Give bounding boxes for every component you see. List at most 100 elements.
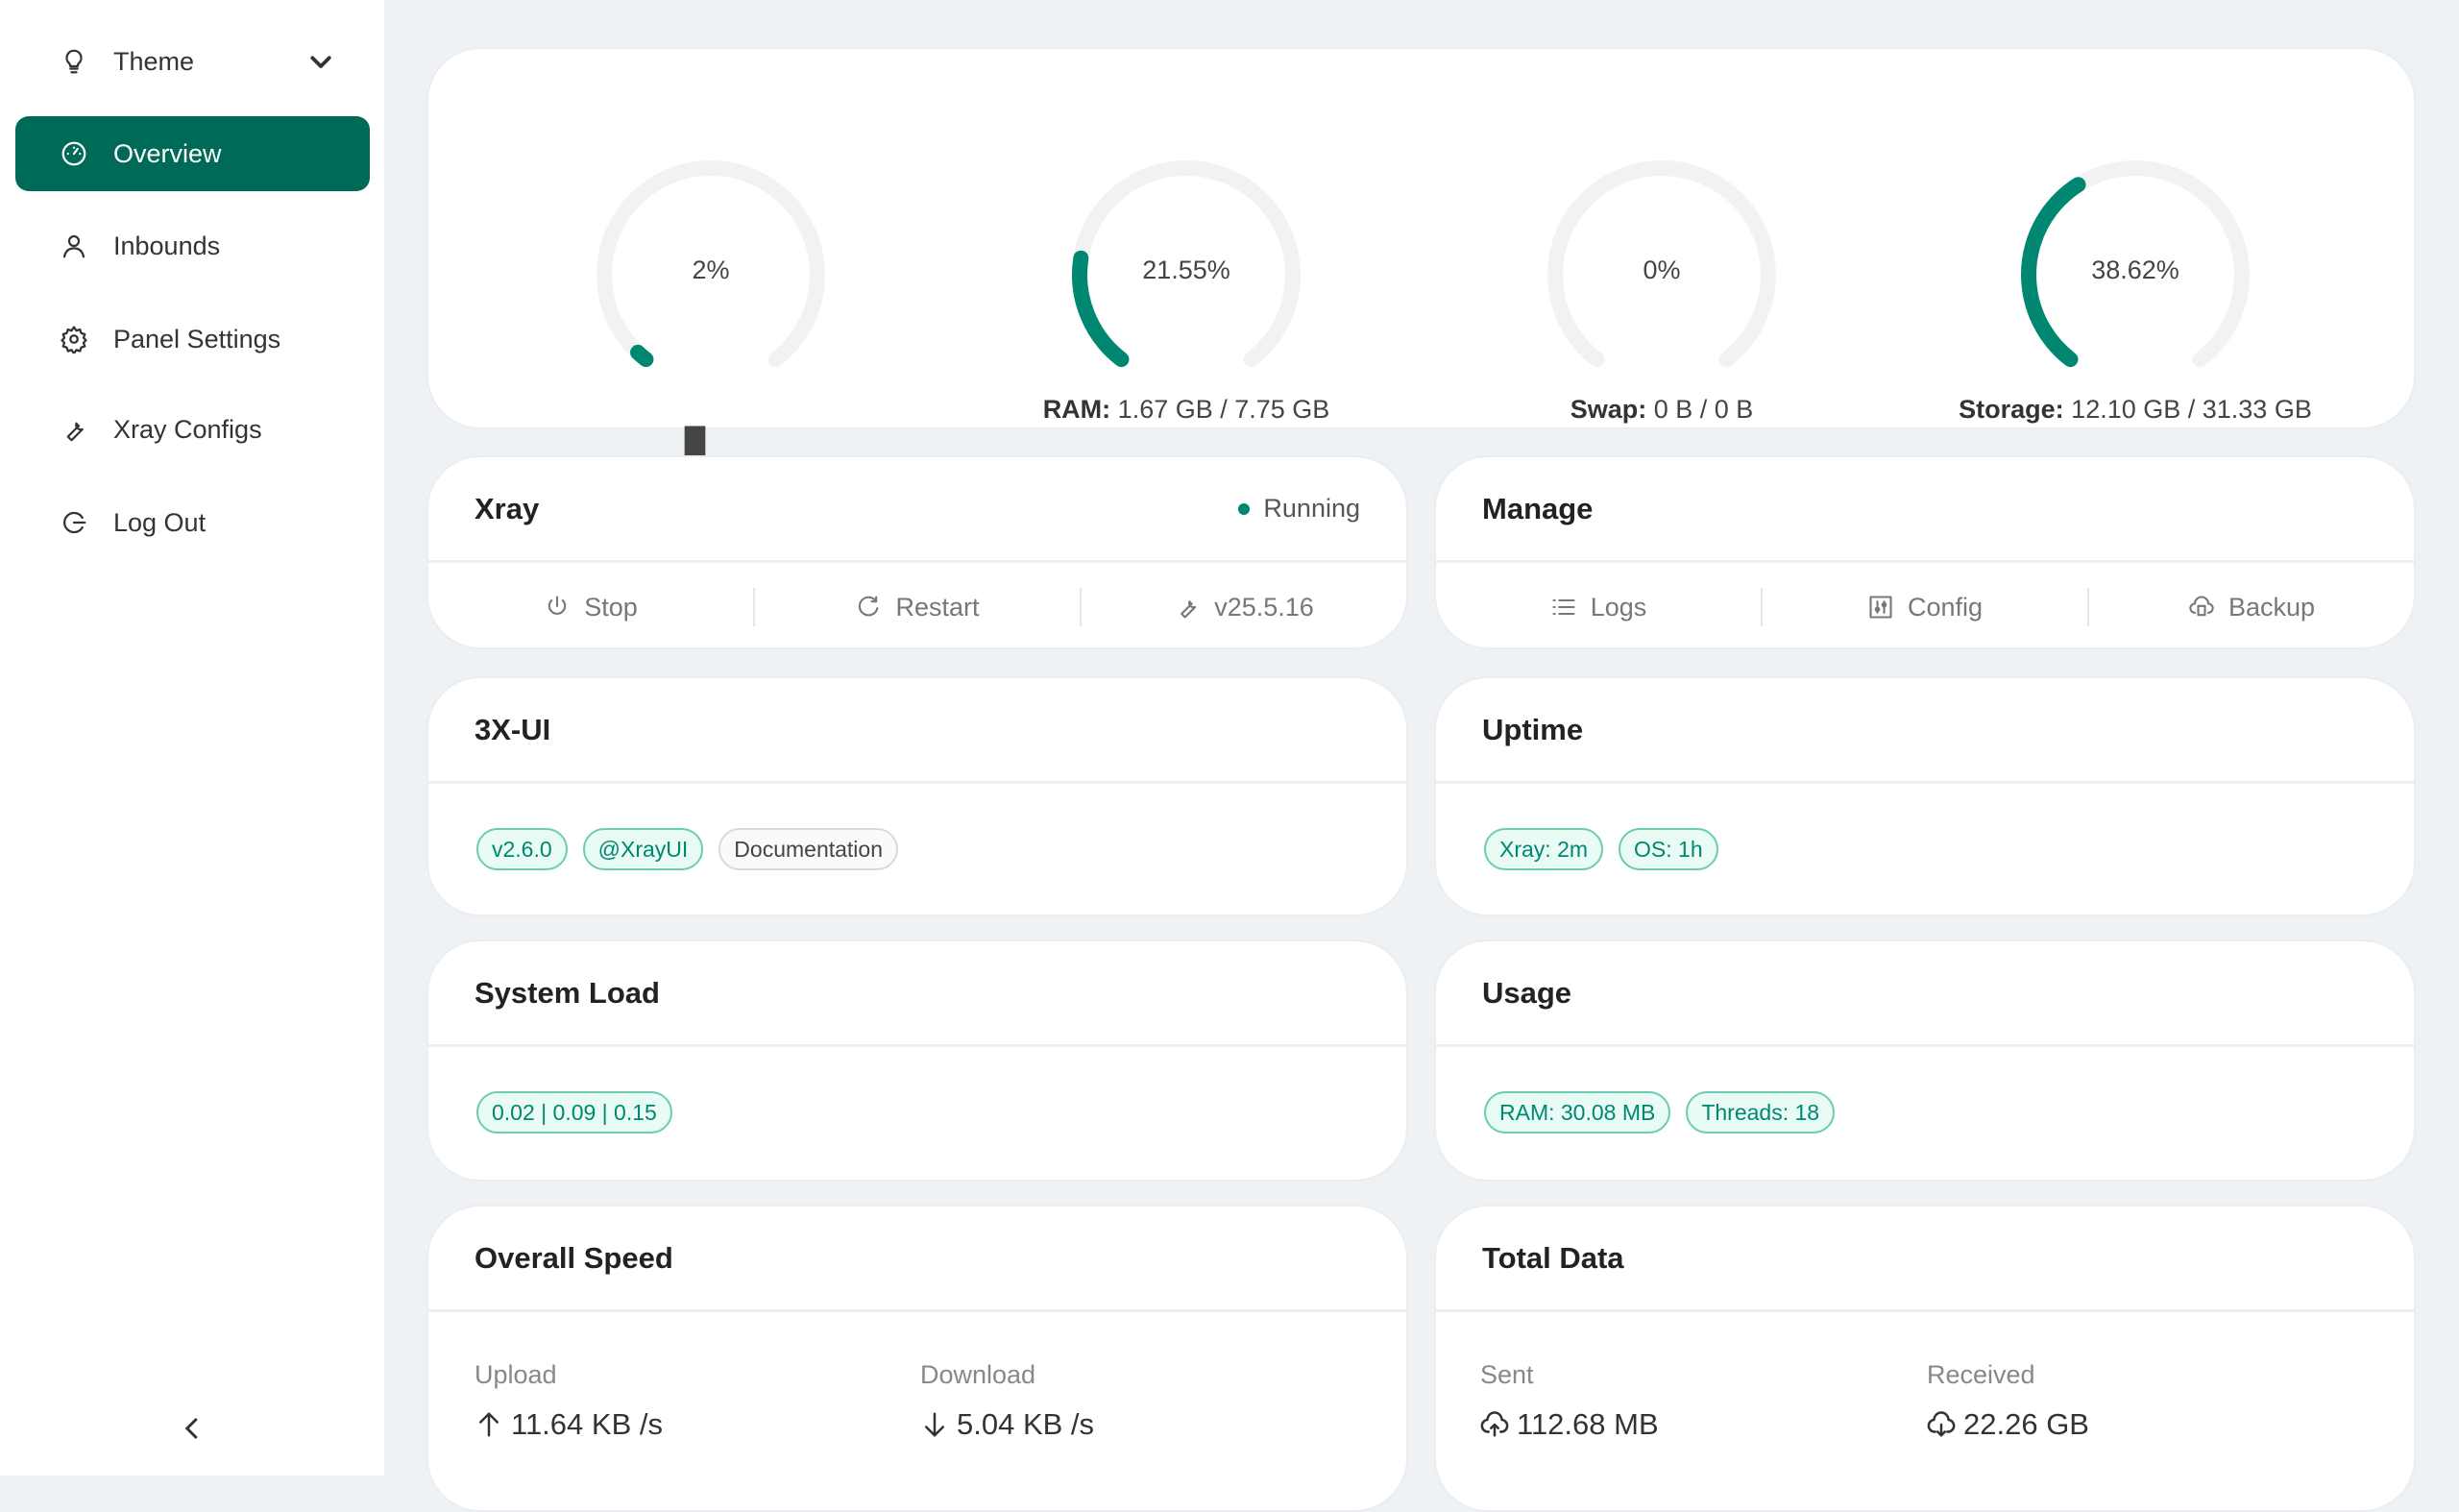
status-dot (1238, 502, 1251, 515)
backup-button[interactable]: Backup (2087, 588, 2414, 626)
logs-button[interactable]: Logs (1436, 588, 1761, 626)
sent-stat: Sent 112.68 MB (1480, 1360, 1659, 1442)
logout-icon (62, 511, 86, 534)
bulb-icon (65, 49, 83, 74)
list-icon (1552, 598, 1575, 616)
config-button[interactable]: Config (1761, 588, 2087, 626)
sent-value: 112.68 MB (1517, 1407, 1659, 1441)
os-uptime-tag: OS: 1h (1619, 828, 1718, 870)
config-label: Config (1907, 592, 1984, 622)
backup-label: Backup (2228, 592, 2316, 622)
sent-label: Sent (1480, 1360, 1534, 1389)
upload-value: 11.64 KB /s (511, 1407, 663, 1441)
gauge-progress (596, 160, 825, 389)
upload-label: Upload (475, 1360, 557, 1389)
manage-card: Manage Logs Config Backup (1434, 455, 2416, 649)
status-text: Running (1263, 494, 1360, 523)
cpu-gauge-ring (596, 160, 825, 389)
gauge-label-key: RAM: (1042, 395, 1111, 424)
sidebar-item-log-out[interactable]: Log Out (15, 485, 370, 560)
xray-card: Xray Running Stop Restart v25.5.16 (426, 455, 1408, 649)
gauge-label: Storage: 12.10 GB / 31.33 GB (1876, 395, 2395, 425)
collapse-sidebar-icon[interactable] (179, 1414, 207, 1443)
sidebar-item-label: Panel Settings (113, 324, 281, 354)
total-data-card: Total Data Sent 112.68 MB Received 22.26 G… (1434, 1205, 2416, 1512)
sidebar-item-xray-configs[interactable]: Xray Configs (15, 392, 370, 467)
theme-menu[interactable]: Theme (15, 24, 370, 99)
gauge-label-value: 12.10 GB / 31.33 GB (2063, 395, 2312, 424)
card-title: Xray (475, 491, 540, 525)
card-title: Total Data (1482, 1240, 1624, 1275)
cloud-upload-icon (1480, 1411, 1509, 1437)
threads-tag: Threads: 18 (1686, 1091, 1836, 1134)
sidebar-item-overview[interactable]: Overview (15, 116, 370, 191)
gauge-label: Swap: 0 B / 0 B (1402, 395, 1921, 425)
download-stat: Download 5.04 KB /s (920, 1360, 1094, 1442)
gauge-progress (1072, 160, 1301, 389)
swap-gauge: 0% Swap: 0 B / 0 B (1537, 150, 1787, 424)
tool-icon (66, 422, 84, 442)
storage-gauge-ring (2021, 160, 2250, 389)
received-stat: Received 22.26 GB (1927, 1360, 2089, 1442)
gauge-percent: 38.62% (2091, 256, 2179, 284)
storage-gauge: 38.62% Storage: 12.10 GB / 31.33 GB (1959, 150, 2312, 424)
uptime-card: Uptime Xray: 2m OS: 1h (1434, 676, 2416, 916)
version-label: v25.5.16 (1214, 592, 1314, 622)
card-title: Uptime (1482, 712, 1584, 746)
sidebar-item-label: Xray Configs (113, 414, 262, 444)
card-title: Manage (1482, 491, 1594, 525)
gauge-percent: 0% (1643, 256, 1681, 284)
ram-gauge: 21.55% RAM: 1.67 GB / 7.75 GB (1043, 150, 1329, 424)
version-tag: v2.6.0 (476, 828, 568, 870)
received-label: Received (1927, 1360, 2035, 1389)
arrow-down-icon (925, 1412, 944, 1437)
gear-icon (61, 326, 87, 354)
sidebar-item-label: Overview (113, 138, 222, 168)
system-stats-card: 2% CPU: 1 Core 21.55% RAM: 1.67 GB / 7.7… (426, 47, 2416, 647)
gauge-label: RAM: 1.67 GB / 7.75 GB (927, 395, 1446, 425)
sidebar-item-label: Log Out (113, 507, 207, 537)
received-value: 22.26 GB (1963, 1407, 2089, 1441)
stop-label: Stop (584, 592, 638, 622)
cloud-server-icon (2189, 596, 2214, 617)
panel-info-card: 3X-UI v2.6.0 @XrayUI Documentation (426, 676, 1408, 916)
restart-button[interactable]: Restart (753, 588, 1080, 626)
power-icon (548, 596, 567, 615)
sidebar-item-label: Inbounds (113, 231, 221, 260)
stop-button[interactable]: Stop (428, 588, 753, 626)
xray-status: Running (1238, 494, 1360, 524)
overall-speed-card: Overall Speed Upload 11.64 KB /s Download… (426, 1205, 1408, 1512)
gauge-percent: 2% (692, 256, 730, 284)
logs-label: Logs (1590, 592, 1647, 622)
xray-uptime-tag: Xray: 2m (1484, 828, 1604, 870)
card-title: System Load (475, 975, 660, 1010)
tool-icon (1181, 600, 1197, 619)
cloud-download-icon (1927, 1411, 1956, 1437)
reload-icon (859, 596, 879, 617)
download-label: Download (920, 1360, 1036, 1389)
card-title: Usage (1482, 975, 1572, 1010)
gauge-label-value: 1.67 GB / 7.75 GB (1110, 395, 1330, 424)
sidebar-item-inbounds[interactable]: Inbounds (15, 208, 370, 283)
load-tag: 0.02 | 0.09 | 0.15 (476, 1091, 672, 1134)
telegram-channel-link[interactable]: @XrayUI (582, 828, 704, 870)
card-title: Overall Speed (475, 1240, 673, 1275)
xray-version-button[interactable]: v25.5.16 (1080, 588, 1406, 626)
sidebar-item-panel-settings[interactable]: Panel Settings (15, 302, 370, 377)
swap-gauge-ring (1547, 160, 1776, 389)
system-load-card: System Load 0.02 | 0.09 | 0.15 (426, 939, 1408, 1182)
upload-stat: Upload 11.64 KB /s (475, 1360, 663, 1442)
dashboard-icon (61, 141, 86, 166)
download-value: 5.04 KB /s (957, 1407, 1095, 1441)
theme-label: Theme (113, 46, 195, 76)
card-title: 3X-UI (475, 712, 551, 746)
gauge-label-key: Swap: (1570, 395, 1647, 424)
cpu-gauge: 2% CPU: 1 Core (508, 150, 883, 647)
chevron-down-icon (310, 56, 331, 68)
user-icon (62, 234, 85, 258)
gauge-percent: 21.55% (1142, 256, 1230, 284)
documentation-link[interactable]: Documentation (718, 828, 898, 870)
ram-gauge-ring (1072, 160, 1301, 389)
usage-card: Usage RAM: 30.08 MB Threads: 18 (1434, 939, 2416, 1182)
gauge-label-key: Storage: (1959, 395, 2064, 424)
